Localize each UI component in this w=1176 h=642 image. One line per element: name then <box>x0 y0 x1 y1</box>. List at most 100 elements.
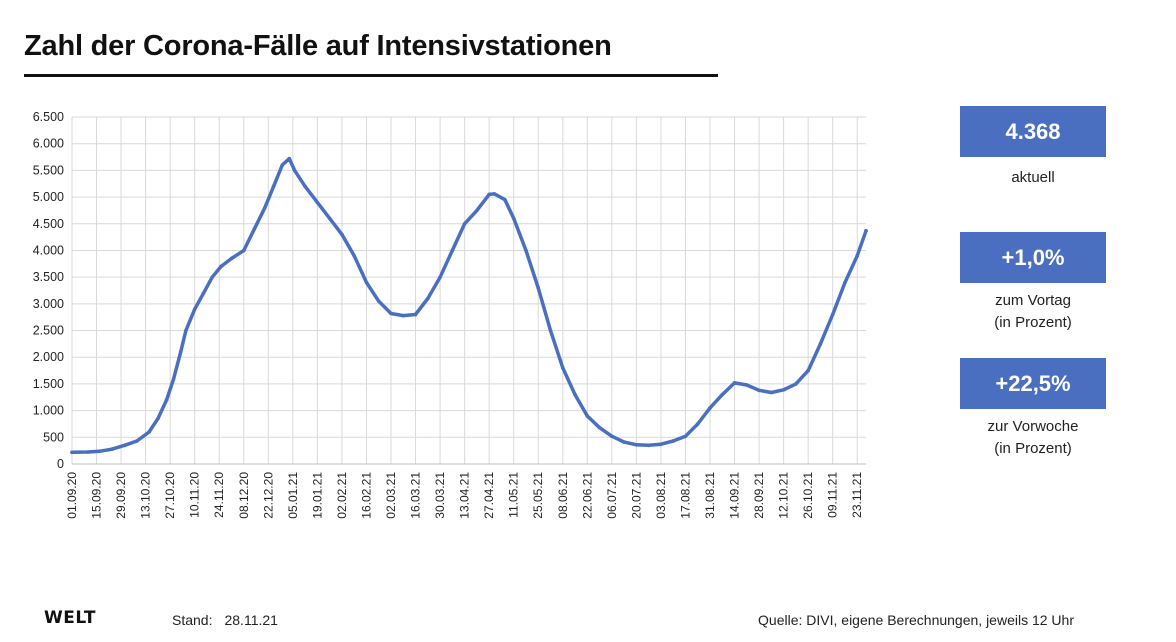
x-tick-label: 24.11.20 <box>212 472 226 518</box>
kpi-weekly-change-label-line2: (in Prozent) <box>994 440 1072 457</box>
data-point <box>864 229 868 233</box>
data-point <box>769 390 774 395</box>
x-tick-label: 31.08.21 <box>703 472 717 519</box>
x-tick-label: 13.04.21 <box>458 472 472 519</box>
data-point <box>806 368 810 373</box>
x-tick-label: 27.10.20 <box>163 472 177 519</box>
x-tick-label: 14.09.21 <box>728 472 742 519</box>
data-point <box>708 406 712 410</box>
data-point <box>503 197 507 202</box>
data-point <box>634 442 639 447</box>
data-point <box>560 366 565 370</box>
y-tick-label: 3.000 <box>33 297 64 311</box>
data-point <box>413 312 418 317</box>
title-underline <box>24 74 718 77</box>
data-point <box>597 425 602 430</box>
kpi-daily-change-label: zum Vortag (in Prozent) <box>960 290 1106 334</box>
x-tick-label: 23.11.21 <box>850 472 864 518</box>
data-point <box>280 163 285 167</box>
y-tick-label: 500 <box>43 430 64 444</box>
data-point <box>271 184 276 189</box>
x-tick-label: 28.09.21 <box>752 472 766 519</box>
data-point <box>192 307 197 311</box>
kpi-daily-change-label-line2: (in Prozent) <box>994 314 1072 331</box>
data-point <box>122 443 127 448</box>
data-point <box>462 221 467 226</box>
data-point <box>210 275 215 279</box>
x-tick-label: 06.07.21 <box>605 472 619 519</box>
data-point <box>303 184 307 189</box>
stand-label: Stand: <box>172 612 213 628</box>
data-point <box>364 280 369 285</box>
data-point <box>263 205 267 210</box>
x-tick-label: 12.10.21 <box>777 472 791 519</box>
data-point <box>818 342 823 346</box>
y-tick-label: 2.000 <box>33 350 64 364</box>
y-tick-label: 5.500 <box>33 163 64 177</box>
data-point <box>352 254 356 258</box>
data-point <box>201 291 206 295</box>
y-tick-label: 3.500 <box>33 270 64 284</box>
data-point <box>548 328 553 333</box>
data-point <box>252 227 257 231</box>
data-point <box>524 248 528 253</box>
data-point <box>147 430 151 434</box>
x-tick-label: 17.08.21 <box>678 472 692 519</box>
x-tick-label: 29.09.20 <box>114 472 128 519</box>
data-point <box>287 156 292 161</box>
data-point <box>184 328 188 333</box>
x-tick-label: 26.10.21 <box>801 472 815 519</box>
x-tick-label: 16.03.21 <box>409 472 423 519</box>
line-chart: 01.09.20 15.09.20 29.09.20 13.10.20 27.10.20… <box>33 110 868 519</box>
data-point <box>376 299 381 303</box>
data-point <box>315 200 320 205</box>
data-point <box>511 216 516 221</box>
data-point <box>671 439 675 443</box>
data-point <box>732 381 737 385</box>
y-tick-label: 1.500 <box>33 377 64 391</box>
data-point <box>292 168 297 173</box>
x-tick-label: 03.08.21 <box>654 472 668 519</box>
data-point <box>610 434 614 439</box>
x-tick-label: 16.02.21 <box>359 472 373 519</box>
data-point <box>219 264 223 269</box>
stand-info: Stand: 28.11.21 <box>172 612 278 628</box>
x-tick-label: 11.05.21 <box>507 472 521 518</box>
x-tick-label: 20.07.21 <box>629 472 643 519</box>
stand-date: 28.11.21 <box>224 612 278 628</box>
data-point <box>98 449 102 453</box>
data-point <box>536 286 541 290</box>
data-point <box>492 192 497 196</box>
source-note: Quelle: DIVI, eigene Berechnungen, jewei… <box>758 612 1074 628</box>
data-point <box>573 392 577 397</box>
data-point <box>229 256 234 261</box>
data-point <box>695 422 700 426</box>
kpi-current-label-line1: aktuell <box>1011 169 1055 186</box>
y-tick-label: 4.500 <box>33 217 64 231</box>
data-point <box>327 216 332 221</box>
data-point <box>475 208 479 213</box>
data-point <box>585 414 590 418</box>
x-tick-label: 22.12.20 <box>261 472 275 519</box>
data-point <box>85 450 90 454</box>
y-tick-label: 1.000 <box>33 404 64 418</box>
y-tick-label: 6.000 <box>33 137 64 151</box>
data-point <box>241 248 246 253</box>
data-point <box>683 434 688 439</box>
data-point <box>156 416 160 421</box>
x-tick-label: 02.03.21 <box>384 472 398 519</box>
kpi-daily-change-value: +1,0% <box>960 232 1106 283</box>
y-tick-label: 0 <box>57 457 64 471</box>
data-point <box>178 350 183 354</box>
data-point <box>646 443 651 448</box>
x-tick-label: 05.01.21 <box>286 472 300 519</box>
data-point <box>450 248 455 253</box>
data-point <box>794 382 798 386</box>
data-point <box>757 388 761 393</box>
x-tick-label: 15.09.20 <box>90 472 104 519</box>
x-tick-label: 30.03.21 <box>433 472 447 519</box>
x-tick-label: 13.10.20 <box>139 472 153 519</box>
x-tick-label: 02.02.21 <box>335 472 349 519</box>
x-tick-label: 10.11.20 <box>188 472 202 518</box>
y-tick-label: 5.000 <box>33 190 64 204</box>
